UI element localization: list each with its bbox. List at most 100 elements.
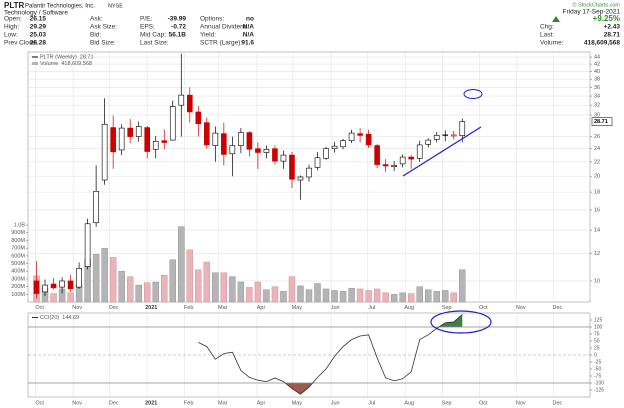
y-tick-label: 100 — [594, 324, 603, 330]
y-tick-label: 125 — [594, 317, 603, 323]
change-percent: +9.25% — [593, 14, 620, 23]
candle-body — [374, 145, 380, 165]
y-tick-label: 44 — [594, 55, 600, 61]
x-tick-label: Jun — [331, 400, 340, 406]
y-tick-label: 40 — [594, 69, 600, 75]
y-tick-label: -25 — [594, 359, 601, 365]
candle-body — [450, 134, 457, 137]
volume-bar — [263, 289, 270, 303]
volume-bar — [126, 276, 134, 303]
annotation-ellipse — [463, 89, 483, 99]
candle-body — [416, 144, 423, 159]
volume-bar — [339, 291, 347, 303]
x-tick-label: Aug — [404, 400, 414, 406]
candle-body — [93, 190, 99, 224]
last-price-box — [591, 117, 613, 126]
legend-swatch — [32, 62, 38, 65]
volume-bar — [101, 247, 108, 303]
legend-value: 144.69 — [62, 315, 79, 321]
y-tick-label: 75 — [594, 331, 600, 337]
quote-label: Last: — [540, 32, 554, 39]
volume-bar — [450, 292, 457, 303]
volume-bar — [195, 269, 202, 303]
volume-bar — [237, 281, 245, 303]
volume-tick-label: 800M — [11, 238, 25, 244]
x-tick-label: Aug — [404, 305, 414, 311]
stat-label: Low: — [4, 32, 18, 39]
x-tick-label: Dec — [109, 400, 119, 406]
stat-label: Bid: — [90, 32, 101, 39]
legend-label: CCI(20) — [40, 315, 59, 321]
x-tick-label: Mar — [218, 305, 228, 311]
candle-body — [433, 135, 440, 140]
y-tick-label: -125 — [594, 387, 604, 393]
candle-body — [186, 94, 193, 113]
volume-bar — [254, 281, 262, 303]
candle-body — [152, 140, 159, 150]
candle-body — [110, 127, 116, 153]
candle-body — [42, 284, 48, 293]
exchange: NYSE — [108, 3, 123, 9]
chart-layer: Oct Oct Nov Nov Dec Dec 2021 2021 Feb Feb Mar Mar Ap… — [11, 52, 613, 406]
volume-bar — [382, 292, 389, 303]
candle-body — [442, 134, 449, 136]
volume-bar — [246, 287, 253, 303]
annotation-ellipse — [430, 310, 492, 334]
stat-value: 26.28 — [30, 40, 47, 47]
volume-bar — [135, 284, 142, 303]
candle-body — [365, 133, 372, 146]
candle-body — [178, 94, 185, 106]
y-tick-label: 30 — [594, 112, 600, 118]
y-tick-label: -75 — [594, 373, 601, 379]
volume-bar — [161, 274, 168, 303]
stat-label: SCTR (Large): — [200, 40, 242, 47]
volume-bar — [203, 261, 211, 303]
volume-bar — [109, 257, 117, 303]
x-tick-label: 2021 — [145, 400, 157, 406]
volume-bar — [433, 291, 440, 303]
stat-label: Yield: — [200, 32, 216, 39]
volume-tick-label: 900M — [11, 230, 25, 236]
x-tick-label: Nov — [72, 400, 82, 406]
candle-body — [101, 123, 108, 181]
candle-body — [169, 106, 176, 141]
stat-value: N/A — [243, 32, 255, 39]
volume-tick-label: 600M — [11, 253, 25, 259]
stat-label: Annual Dividend: — [200, 24, 249, 31]
x-tick-label: Sep — [442, 305, 452, 311]
candle-body — [161, 140, 168, 143]
volume-bar — [365, 290, 372, 303]
candle-body — [391, 164, 397, 167]
candle-body — [459, 121, 466, 136]
candle-body — [135, 126, 142, 137]
quote-value: 28.71 — [604, 32, 621, 39]
quote-value: +2.43 — [604, 24, 621, 31]
x-tick-label: Nov — [72, 305, 82, 311]
y-tick-label: -100 — [594, 380, 604, 386]
candle-body — [425, 139, 432, 145]
legend-value: 418,609,568 — [61, 61, 92, 67]
volume-tick-label: 100M — [11, 292, 25, 298]
cci-line — [198, 314, 463, 395]
symbol: PLTR — [4, 1, 25, 10]
stat-value: 56.1B — [169, 32, 187, 39]
last-price-label: 28.71 — [594, 119, 608, 125]
candle-body — [408, 156, 414, 160]
y-tick-label: 50 — [594, 338, 600, 344]
volume-bar — [399, 292, 406, 303]
y-tick-label: 36 — [594, 85, 600, 91]
stat-label: P/E: — [140, 16, 152, 23]
sector: Technology / Software — [4, 10, 68, 17]
stat-label: Mid Cap: — [140, 32, 166, 39]
candle-body — [67, 280, 74, 290]
volume-bar — [390, 294, 398, 303]
x-tick-label: Feb — [184, 305, 193, 311]
x-tick-label: Oct — [479, 305, 488, 311]
stat-value: 91.6 — [241, 40, 254, 47]
y-tick-label: 18 — [594, 190, 600, 196]
stat-label: Ask Size: — [90, 24, 117, 31]
x-tick-label: Apr — [257, 305, 266, 311]
